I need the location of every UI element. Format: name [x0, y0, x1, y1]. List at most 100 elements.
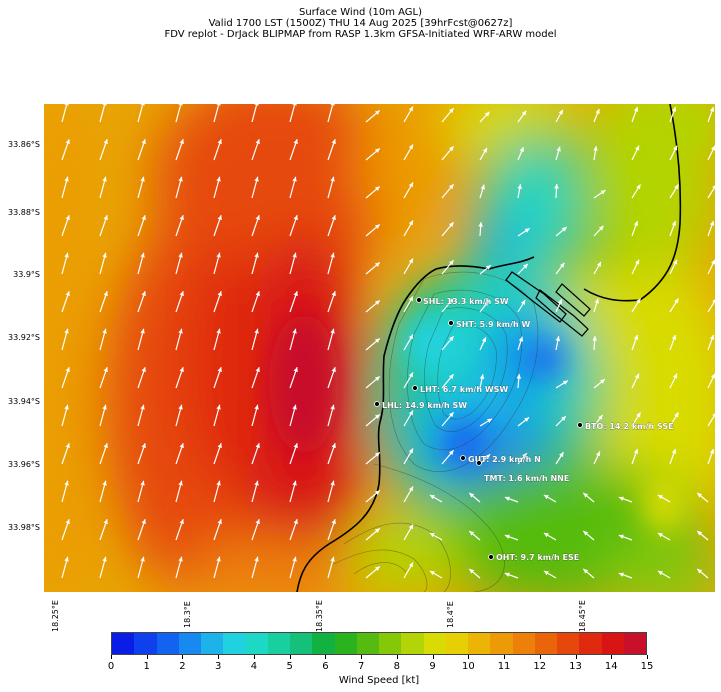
wind-arrow-head: [408, 106, 413, 112]
colorbar-segment: [557, 633, 580, 654]
wind-arrow-head: [448, 298, 454, 304]
wind-arrow-head: [103, 291, 108, 297]
wind-arrow-head: [374, 148, 380, 154]
wind-arrow-head: [598, 225, 604, 231]
wind-arrow-head: [671, 334, 677, 340]
wind-arrow-head: [65, 215, 70, 221]
station-dot: [476, 460, 482, 466]
wind-arrow-head: [374, 300, 380, 306]
wind-arrow-head: [141, 215, 146, 221]
wind-arrow-head: [558, 109, 563, 115]
wind-arrow-head: [448, 450, 454, 456]
wind-arrow-head: [216, 252, 221, 258]
wind-arrow-head: [674, 184, 679, 190]
title-line-2: Valid 1700 LST (1500Z) THU 14 Aug 2025 […: [208, 18, 513, 29]
colorbar-tick-mark: [504, 655, 506, 659]
wind-arrow-head: [103, 367, 108, 373]
wind-arrow-head: [711, 259, 715, 265]
wind-arrow-head: [255, 291, 260, 297]
wind-arrow-head: [255, 139, 260, 145]
wind-arrow-head: [330, 252, 335, 258]
wind-arrow-head: [521, 110, 527, 116]
wind-arrow-head: [709, 334, 715, 340]
colorbar-tick-mark: [218, 655, 220, 659]
wind-arrow-head: [633, 220, 639, 226]
wind-arrow-head: [596, 261, 601, 267]
wind-arrow-head: [674, 298, 679, 304]
wind-arrow-head: [140, 328, 145, 334]
colorbar-tick-label: 10: [461, 661, 475, 672]
wind-arrow-head: [633, 334, 639, 340]
wind-arrow-head: [102, 404, 107, 410]
colorbar-tick-mark: [111, 655, 112, 659]
wind-arrow-head: [179, 139, 184, 145]
wind-arrow-head: [331, 367, 336, 373]
wind-arrow-head: [330, 328, 335, 334]
lat-label: 33.98°S: [8, 523, 40, 532]
wind-arrow-head: [408, 296, 413, 302]
colorbar-segment: [490, 633, 513, 654]
lon-label: 18.3°E: [183, 601, 192, 628]
wind-arrow-head: [141, 443, 146, 449]
colorbar-segment: [267, 633, 290, 654]
harbour-structures: [505, 271, 591, 337]
colorbar-tick-label: 9: [429, 661, 436, 672]
colorbar-segment: [245, 633, 268, 654]
wind-arrow-head: [178, 404, 183, 410]
wind-arrow-head: [674, 412, 679, 418]
wind-arrow-head: [524, 228, 530, 233]
lon-label: 18.25°E: [51, 600, 60, 632]
wind-arrow-head: [618, 496, 624, 501]
colorbar-label: Wind Speed [kt]: [338, 675, 420, 686]
colorbar-segment: [423, 633, 446, 654]
wind-arrow: [707, 299, 715, 313]
wind-arrow-head: [518, 336, 524, 342]
wind-arrow-head: [408, 486, 413, 492]
wind-arrow-head: [480, 184, 485, 190]
wind-arrow-head: [594, 298, 599, 304]
colorbar-tick-mark: [146, 655, 148, 659]
colorbar-segment: [401, 633, 424, 654]
wind-arrow-head: [583, 493, 589, 498]
station-dot: [577, 422, 583, 428]
wind-arrow-head: [179, 367, 184, 373]
colorbar-tick-label: 2: [179, 661, 186, 672]
wind-arrow-head: [522, 453, 527, 459]
wind-arrow-head: [599, 379, 605, 384]
wind-arrow-head: [140, 404, 145, 410]
station-label: SHL: 13.3 km/h SW: [423, 297, 509, 306]
wind-arrow-head: [254, 104, 259, 106]
colorbar-segment: [134, 633, 157, 654]
wind-arrow-head: [485, 454, 491, 460]
wind-arrow-head: [64, 176, 69, 182]
wind-arrow-head: [178, 176, 183, 182]
wind-arrow-head: [448, 374, 454, 380]
wind-arrow-head: [561, 416, 566, 421]
colorbar-tick-mark: [468, 655, 470, 659]
colorbar-tick-mark: [539, 655, 541, 659]
wind-arrow-head: [429, 533, 435, 538]
wind-arrow-head: [479, 374, 485, 380]
wind-arrow-head: [65, 367, 70, 373]
wind-arrow-head: [292, 104, 297, 106]
wind-arrow-head: [140, 556, 145, 562]
wind-arrow-head: [140, 252, 145, 258]
colorbar-tick-mark: [361, 655, 363, 659]
wind-arrow-head: [711, 145, 715, 151]
station-dot: [416, 297, 422, 303]
wind-arrow-head: [448, 184, 454, 190]
colorbar-segment: [468, 633, 491, 654]
wind-arrow-head: [516, 374, 522, 379]
wind-arrow-head: [712, 185, 715, 189]
wind-arrow-head: [178, 328, 183, 334]
wind-speed-detail: [269, 104, 714, 534]
wind-arrow-head: [179, 443, 184, 449]
wind-arrow-head: [64, 480, 69, 486]
wind-arrow-head: [141, 367, 146, 373]
station-dot: [374, 401, 380, 407]
wind-arrow-head: [635, 145, 640, 151]
wind-arrow-head: [374, 338, 380, 344]
wind-arrow-head: [292, 252, 297, 258]
colorbar-tick-label: 8: [393, 661, 401, 672]
wind-arrow-head: [217, 291, 222, 297]
